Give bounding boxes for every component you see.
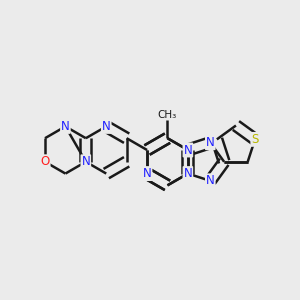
Text: N: N xyxy=(184,167,192,180)
Text: N: N xyxy=(143,167,152,180)
Text: CH₃: CH₃ xyxy=(158,110,177,120)
Text: N: N xyxy=(61,120,70,133)
Text: N: N xyxy=(81,155,90,168)
Text: N: N xyxy=(102,120,111,133)
Text: N: N xyxy=(206,136,215,149)
Text: N: N xyxy=(206,174,215,188)
Text: S: S xyxy=(251,133,259,146)
Text: N: N xyxy=(184,143,192,157)
Text: O: O xyxy=(40,155,50,168)
